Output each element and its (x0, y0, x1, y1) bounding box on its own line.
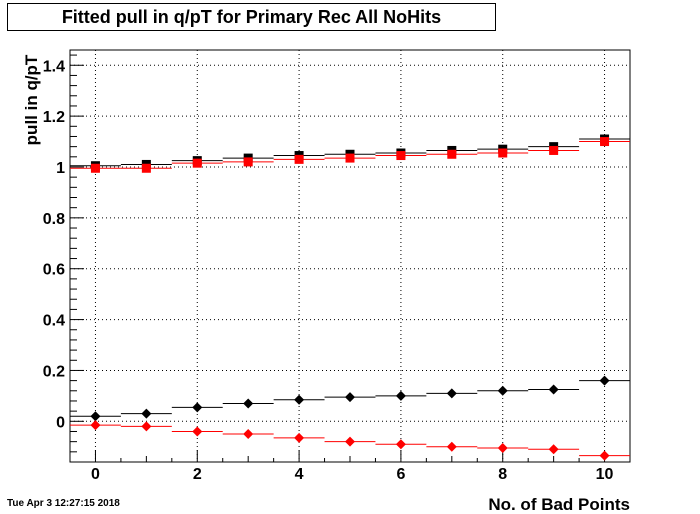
data-point (141, 408, 152, 419)
data-point (548, 384, 559, 395)
data-point (243, 157, 253, 167)
data-point (243, 398, 254, 409)
data-point (90, 420, 101, 431)
data-point (345, 436, 355, 447)
y-tick-label: 0.4 (43, 313, 65, 330)
x-tick-label: 0 (91, 466, 100, 483)
y-tick-label: 1.2 (43, 109, 65, 126)
data-point (192, 402, 203, 413)
data-point (90, 411, 101, 422)
x-tick-label: 6 (396, 466, 405, 483)
data-point (192, 426, 203, 437)
y-tick-label: 1.4 (43, 58, 65, 75)
chart-title: Fitted pull in q/pT for Primary Rec All … (61, 7, 442, 27)
y-tick-label: 0 (56, 414, 65, 431)
data-point (446, 441, 457, 452)
data-point (294, 394, 305, 405)
x-tick-label: 8 (498, 466, 507, 483)
y-tick-label: 0.2 (43, 363, 65, 380)
title-box: Fitted pull in q/pT for Primary Rec All … (7, 3, 496, 31)
data-point (345, 392, 355, 403)
x-tick-label: 10 (596, 466, 614, 483)
x-axis-label: No. of Bad Points (488, 495, 630, 514)
data-point (498, 148, 508, 158)
y-tick-label: 1 (56, 160, 65, 177)
data-point (497, 443, 508, 454)
series-3 (70, 420, 630, 461)
data-point (294, 154, 304, 164)
data-point (192, 158, 202, 168)
data-point (395, 390, 406, 401)
series-1 (70, 137, 630, 173)
data-point (396, 151, 406, 161)
grid (70, 50, 630, 462)
series-2 (70, 375, 630, 422)
x-tick-label: 2 (193, 466, 202, 483)
data-point (141, 163, 151, 173)
data-point (599, 375, 610, 386)
y-tick-label: 0.8 (43, 211, 65, 228)
data-point (141, 421, 152, 432)
data-point (549, 145, 559, 155)
data-point (497, 385, 508, 396)
data-point (294, 432, 305, 443)
y-tick-label: 0.6 (43, 262, 65, 279)
data-point (345, 153, 355, 163)
data-point (599, 450, 610, 461)
timestamp: Tue Apr 3 12:27:15 2018 (7, 498, 120, 509)
x-tick-label: 4 (295, 466, 304, 483)
data-point (395, 439, 406, 450)
data-point (243, 429, 254, 440)
data-series (70, 134, 630, 461)
y-axis-label: pull in q/pT (22, 54, 41, 145)
data-point (600, 137, 610, 147)
data-point (446, 388, 457, 399)
data-point (447, 149, 457, 159)
data-point (548, 444, 559, 455)
axes: 0 2 4 6 8 10 0 0.2 0.4 0.6 0.8 1 1.2 1.4 (43, 54, 614, 483)
data-point (90, 163, 100, 173)
